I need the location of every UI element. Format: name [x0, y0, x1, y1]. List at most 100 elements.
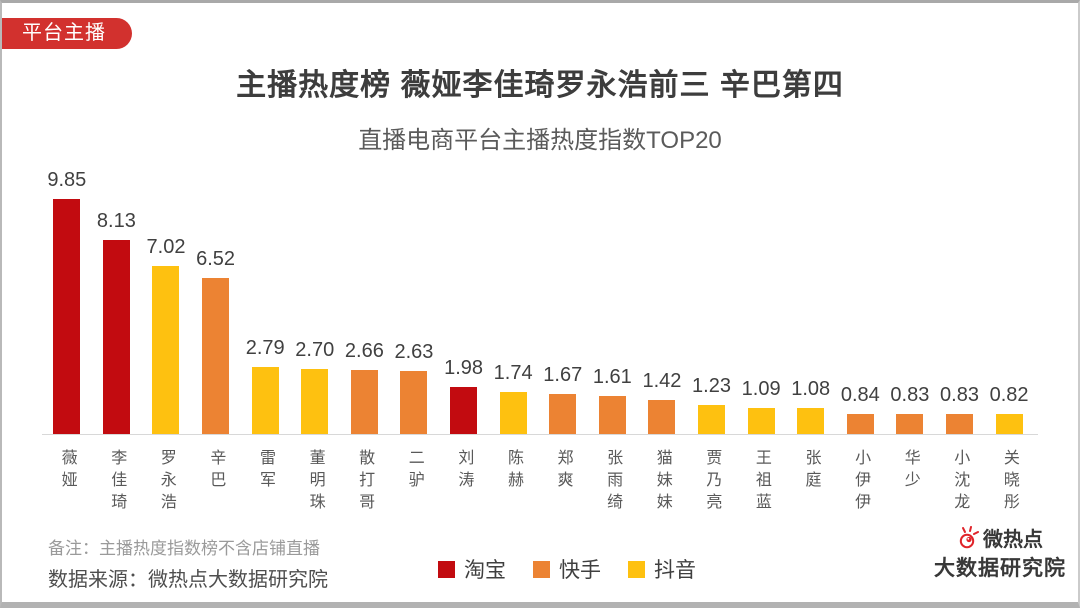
legend-label: 快手: [559, 559, 601, 582]
category-label: 李佳琦: [108, 449, 126, 515]
bar: [400, 371, 428, 434]
bar-column: 1.08: [786, 163, 836, 434]
bar-column: 2.79: [240, 163, 290, 434]
bar-column: 1.67: [538, 163, 588, 434]
category-label: 关晓彤: [1000, 449, 1018, 515]
category-label: 薇娅: [58, 449, 76, 493]
category-label: 刘涛: [455, 449, 473, 493]
bar: [202, 278, 230, 434]
category-label: 二驴: [405, 449, 423, 493]
sina-eye-icon: [957, 525, 979, 550]
bar-value-label: 2.66: [344, 340, 384, 362]
bar-column: 9.85: [42, 163, 92, 434]
bar-value-label: 1.09: [741, 378, 781, 400]
page-title: 主播热度榜 薇娅李佳琦罗永浩前三 辛巴第四: [236, 69, 844, 102]
bar-column: 7.02: [141, 163, 191, 434]
bar-column: 1.42: [637, 163, 687, 434]
bar-column: 1.23: [687, 163, 737, 434]
bar: [251, 367, 279, 434]
bar-column: 0.84: [836, 163, 886, 434]
bar-column: 6.52: [191, 163, 241, 434]
category-label: 雷军: [256, 449, 274, 493]
bar-value-label: 1.42: [642, 370, 682, 392]
category-label: 小伊伊: [852, 449, 870, 515]
bar-value-label: 2.63: [394, 341, 434, 363]
bar: [598, 396, 626, 434]
bar-value-label: 1.98: [444, 357, 484, 379]
bar: [152, 266, 180, 434]
bar: [102, 240, 130, 434]
bar-column: 2.66: [340, 163, 390, 434]
bar: [53, 199, 81, 434]
bar: [350, 370, 378, 434]
category-label: 陈赫: [504, 449, 522, 493]
bar-value-label: 6.52: [196, 248, 236, 270]
legend-item: 淘宝: [438, 554, 506, 584]
bar-value-label: 2.79: [245, 337, 285, 359]
category-label: 猫妹妹: [653, 449, 671, 515]
bar-value-label: 1.23: [692, 375, 731, 397]
category-label: 贾乃亮: [703, 449, 721, 515]
bar-value-label: 8.13: [96, 210, 136, 232]
category-label: 郑爽: [554, 449, 572, 493]
bar-column: 1.98: [439, 163, 489, 434]
bar-value-label: 1.74: [493, 362, 533, 384]
bar-value-label: 2.70: [295, 339, 335, 361]
bar: [945, 414, 973, 434]
brand-logo: 微热点 大数据研究院: [934, 523, 1066, 582]
bar: [797, 408, 825, 434]
legend-swatch: [628, 560, 645, 578]
bar-column: 0.83: [935, 163, 985, 434]
bar-value-label: 7.02: [146, 236, 186, 258]
legend-swatch: [438, 560, 455, 578]
corner-badge: 平台主播: [2, 18, 132, 49]
bar: [499, 392, 527, 434]
chart-title: 直播电商平台主播热度指数TOP20: [358, 127, 722, 154]
bar-column: 2.70: [290, 163, 340, 434]
category-label: 王祖蓝: [752, 449, 770, 515]
category-label: 董明珠: [306, 449, 324, 515]
bar: [846, 414, 874, 434]
legend-label: 淘宝: [464, 559, 506, 582]
bar-column: 2.63: [389, 163, 439, 434]
legend-item: 抖音: [628, 554, 696, 584]
footnote: 备注：主播热度指数榜不含店铺直播: [48, 539, 320, 558]
bar-column: 8.13: [92, 163, 142, 434]
bar: [698, 405, 726, 434]
legend-label: 抖音: [654, 559, 696, 582]
bar-column: 0.82: [984, 163, 1034, 434]
category-label: 张庭: [802, 449, 820, 493]
x-axis-line: [42, 434, 1038, 435]
legend: 淘宝 快手 抖音: [438, 554, 696, 584]
bar-column: 1.09: [736, 163, 786, 434]
bar: [549, 394, 577, 434]
bar-value-label: 0.83: [940, 384, 979, 406]
category-label: 辛巴: [207, 449, 225, 493]
bar-value-label: 1.61: [592, 366, 632, 388]
bar-value-label: 0.84: [840, 384, 880, 406]
bar: [648, 400, 676, 434]
bar-value-label: 0.82: [989, 384, 1029, 406]
bar-column: 1.74: [488, 163, 538, 434]
category-label: 张雨绮: [604, 449, 622, 515]
category-label: 华少: [901, 449, 919, 493]
bar: [450, 387, 478, 434]
bar-value-label: 1.67: [543, 364, 583, 386]
brand-name: 微热点: [983, 529, 1043, 551]
legend-swatch: [533, 560, 550, 578]
bar-value-label: 1.08: [791, 378, 831, 400]
data-source: 数据来源：微热点大数据研究院: [48, 569, 328, 591]
bar-column: 1.61: [588, 163, 638, 434]
bar: [896, 414, 924, 434]
bar: [995, 414, 1023, 434]
bar-value-label: 0.83: [890, 384, 930, 406]
bar-column: 0.83: [885, 163, 935, 434]
category-label: 小沈龙: [951, 449, 969, 515]
legend-item: 快手: [533, 554, 601, 584]
bar: [301, 369, 329, 434]
bar-chart: 9.85 8.13 7.02 6.52 2.79 2.70 2.66 2.63 1.98 1.74…: [42, 163, 1034, 434]
category-label: 散打哥: [356, 449, 374, 515]
bar: [747, 408, 775, 434]
category-label: 罗永浩: [157, 449, 175, 515]
